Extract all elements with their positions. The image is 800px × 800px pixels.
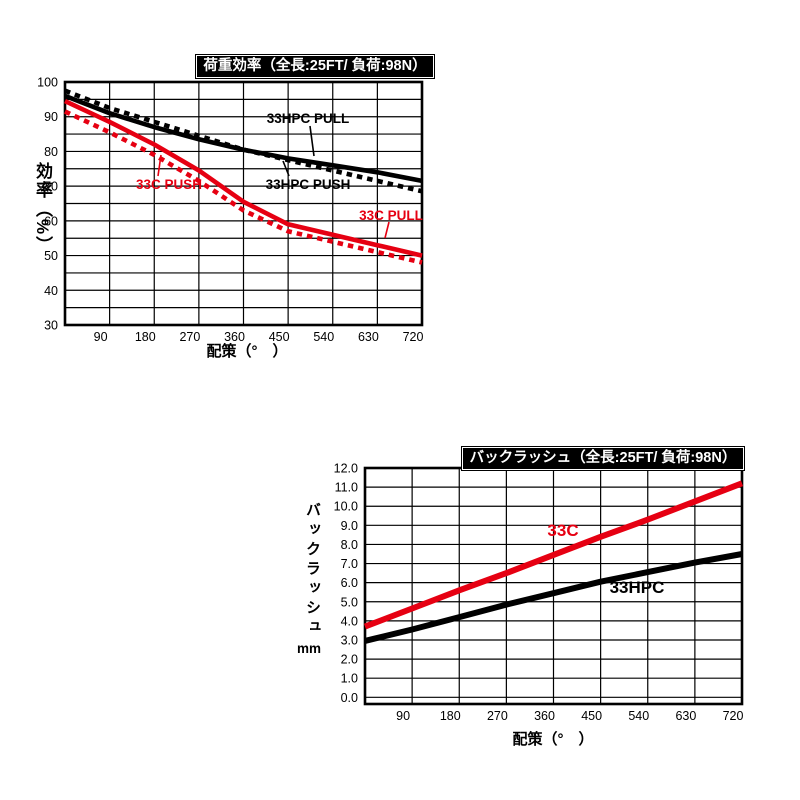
series-label-33c-pull: 33C PULL [359, 208, 423, 223]
load-efficiency-x-axis-label: 配策（° ） [206, 343, 288, 360]
load-efficiency-title: 荷重効率（全長:25FT/ 負荷:98N） [195, 54, 435, 79]
series-label-33hpc: 33HPC [610, 578, 665, 597]
y-tick-label: 11.0 [335, 481, 358, 495]
x-tick-label: 630 [675, 709, 696, 723]
backlash-y-axis-label: バックラッシュ [304, 502, 321, 639]
x-tick-label: 90 [396, 709, 410, 723]
y-tick-label: 3.0 [341, 633, 358, 647]
series-line-33hpc-pull [64, 93, 423, 184]
x-tick-label: 90 [94, 330, 108, 344]
series-line-33hpc [364, 551, 743, 644]
series-label-33c-push: 33C PUSH [136, 177, 202, 192]
x-tick-label: 270 [487, 709, 508, 723]
x-tick-label: 540 [628, 709, 649, 723]
y-tick-label: 0.0 [341, 691, 358, 705]
y-tick-label: 2.0 [341, 653, 358, 667]
series-label-33c: 33C [547, 521, 578, 540]
plot-border [63, 80, 424, 327]
x-tick-label: 180 [440, 709, 461, 723]
y-tick-label: 5.0 [341, 595, 358, 609]
y-tick-label: 6.0 [341, 576, 358, 590]
annotation-pointer-33c-pull [384, 221, 390, 239]
y-tick-label: 7.0 [341, 557, 358, 571]
x-tick-label: 720 [723, 709, 744, 723]
annotation-pointer-33hpc-pull [309, 125, 315, 157]
y-tick-label: 4.0 [341, 614, 358, 628]
y-tick-label: 1.0 [341, 672, 358, 686]
backlash-y-axis-unit: mm [296, 641, 321, 656]
series-label-33hpc-pull: 33HPC PULL [267, 111, 350, 126]
y-tick-label: 9.0 [341, 519, 358, 533]
x-tick-label: 360 [534, 709, 555, 723]
x-tick-label: 450 [581, 709, 602, 723]
load-efficiency-y-axis-label: 効率（%） [33, 162, 52, 256]
backlash-x-axis-label: 配策（° ） [512, 731, 594, 748]
y-tick-label: 30 [44, 319, 58, 333]
y-tick-label: 12.0 [334, 462, 358, 476]
plot-border [363, 466, 744, 706]
y-tick-label: 8.0 [341, 538, 358, 552]
y-tick-label: 10.0 [334, 500, 358, 514]
annotation-pointer-33c-push [157, 154, 162, 177]
x-tick-label: 630 [358, 330, 379, 344]
series-label-33hpc-push: 33HPC PUSH [266, 177, 351, 192]
y-tick-label: 80 [44, 145, 58, 159]
y-tick-label: 100 [37, 76, 58, 90]
series-line-33c-pull [64, 99, 423, 258]
annotation-pointer-33hpc-push [282, 160, 290, 177]
series-line-33hpc-push [64, 88, 423, 194]
x-tick-label: 180 [135, 330, 156, 344]
y-tick-label: 90 [44, 110, 58, 124]
x-tick-label: 720 [403, 330, 424, 344]
backlash-title: バックラッシュ（全長:25FT/ 負荷:98N） [461, 446, 745, 471]
series-line-33c-push [64, 109, 423, 265]
series-line-33c [363, 480, 744, 630]
y-tick-label: 40 [44, 284, 58, 298]
